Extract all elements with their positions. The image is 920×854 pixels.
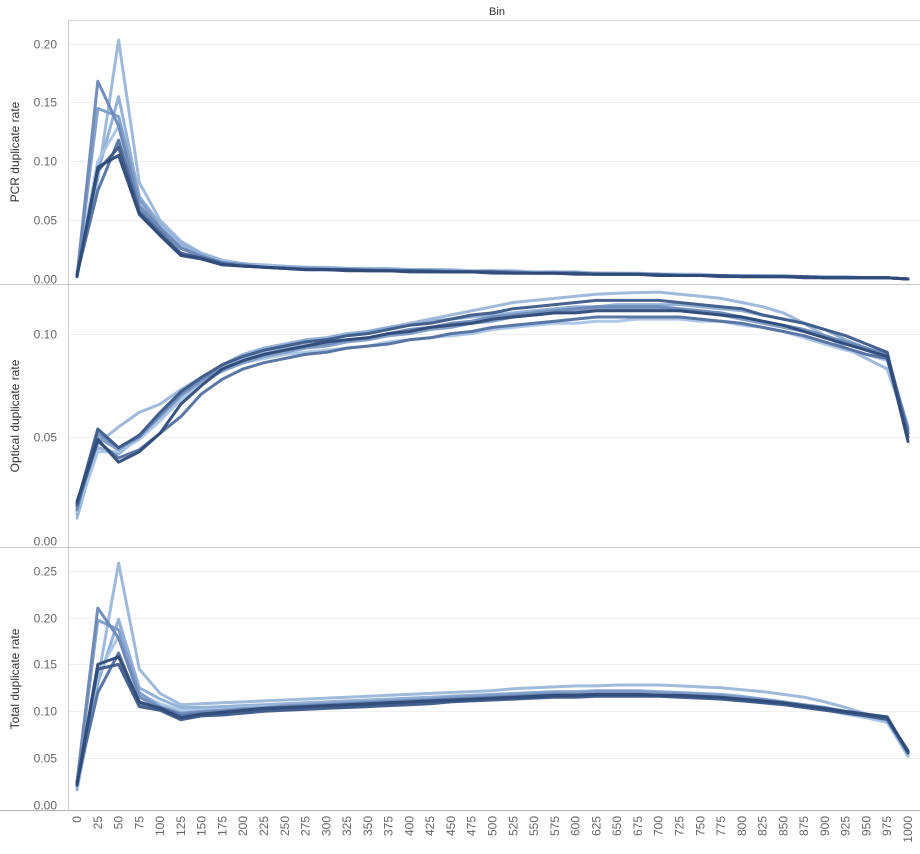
series-line: [75, 309, 910, 504]
panel-2: 0.00 0.05 0.10 Optical duplicate rate: [0, 290, 920, 549]
x-tick-label: 475: [465, 816, 479, 836]
x-tick-label: 300: [319, 816, 333, 836]
x-tick-label: 800: [735, 816, 749, 836]
y-axis-title: Optical duplicate rate: [8, 359, 22, 472]
x-tick-label: 325: [340, 816, 354, 836]
x-tick-label: 975: [880, 816, 894, 836]
series-line: [75, 305, 910, 512]
y-axis-title: PCR duplicate rate: [8, 101, 22, 202]
x-tick-label: 150: [195, 816, 209, 836]
x-tick-label: 875: [797, 816, 811, 836]
y-tick-label: 0.00: [34, 535, 58, 549]
x-tick-label: 525: [506, 816, 520, 836]
x-tick-label: 575: [548, 816, 562, 836]
y-tick-label: 0.05: [34, 752, 58, 766]
series-line: [75, 317, 910, 514]
x-tick-label: 500: [486, 816, 500, 836]
x-tick-label: 200: [236, 816, 250, 836]
y-tick-label: 0.05: [34, 214, 58, 228]
series-line: [75, 153, 910, 281]
x-tick-label: 450: [444, 816, 458, 836]
x-tick-label: 350: [361, 816, 375, 836]
x-tick-label: 725: [673, 816, 687, 836]
x-tick-label: 225: [257, 816, 271, 836]
series-line: [75, 298, 910, 506]
y-tick-label: 0.00: [34, 799, 58, 813]
x-tick-label: 25: [91, 816, 105, 830]
y-tick-label: 0.15: [34, 96, 58, 110]
x-tick-label: 250: [278, 816, 292, 836]
panel-3: 0.00 0.05 0.10 0.15 0.20 0.25 Total duplicate …: [0, 561, 920, 813]
series-line: [75, 307, 910, 510]
y-tick-label: 0.05: [34, 431, 58, 445]
y-tick-label: 0.10: [34, 328, 58, 342]
y-tick-label: 0.20: [34, 38, 58, 52]
x-tick-label: 825: [756, 816, 770, 836]
x-tick-label: 125: [174, 816, 188, 836]
x-tick-label: 650: [610, 816, 624, 836]
y-axis-title: Total duplicate rate: [8, 628, 22, 729]
series-line: [75, 303, 910, 516]
series-line: [75, 315, 910, 508]
x-tick-label: 275: [299, 816, 313, 836]
x-tick-label: 375: [382, 816, 396, 836]
series-line: [75, 655, 910, 787]
y-tick-label: 0.25: [34, 565, 58, 579]
x-tick-label: 550: [527, 816, 541, 836]
x-tick-label: 75: [132, 816, 146, 830]
x-tick-label: 425: [423, 816, 437, 836]
x-tick-label: 50: [112, 816, 126, 830]
x-tick-label: 100: [153, 816, 167, 836]
x-tick-label: 850: [776, 816, 790, 836]
x-tick-label: 400: [402, 816, 416, 836]
x-tick-label: 775: [714, 816, 728, 836]
panel-1: 0.00 0.05 0.10 0.15 0.20 PCR duplicate rate: [0, 38, 920, 287]
series-line: [75, 662, 910, 786]
series-line: [75, 651, 910, 784]
x-tick-label: 625: [589, 816, 603, 836]
series-line: [75, 79, 910, 281]
x-tick-label: 750: [693, 816, 707, 836]
x-tick-label: 600: [569, 816, 583, 836]
x-tick-label: 700: [652, 816, 666, 836]
x-tick-label: 1000: [901, 816, 915, 843]
y-tick-label: 0.10: [34, 705, 58, 719]
y-tick-label: 0.15: [34, 658, 58, 672]
x-tick-label: 925: [839, 816, 853, 836]
x-tick-label: 950: [859, 816, 873, 836]
x-tick-label: 675: [631, 816, 645, 836]
series-line: [75, 38, 910, 281]
series-line: [75, 561, 910, 792]
x-tick-label: 175: [215, 816, 229, 836]
x-tick-label: 0: [70, 816, 84, 823]
y-tick-label: 0.10: [34, 155, 58, 169]
y-tick-label: 0.20: [34, 612, 58, 626]
x-tick-label: 900: [818, 816, 832, 836]
y-tick-label: 0.00: [34, 273, 58, 287]
column-header-label: Bin: [489, 6, 505, 18]
